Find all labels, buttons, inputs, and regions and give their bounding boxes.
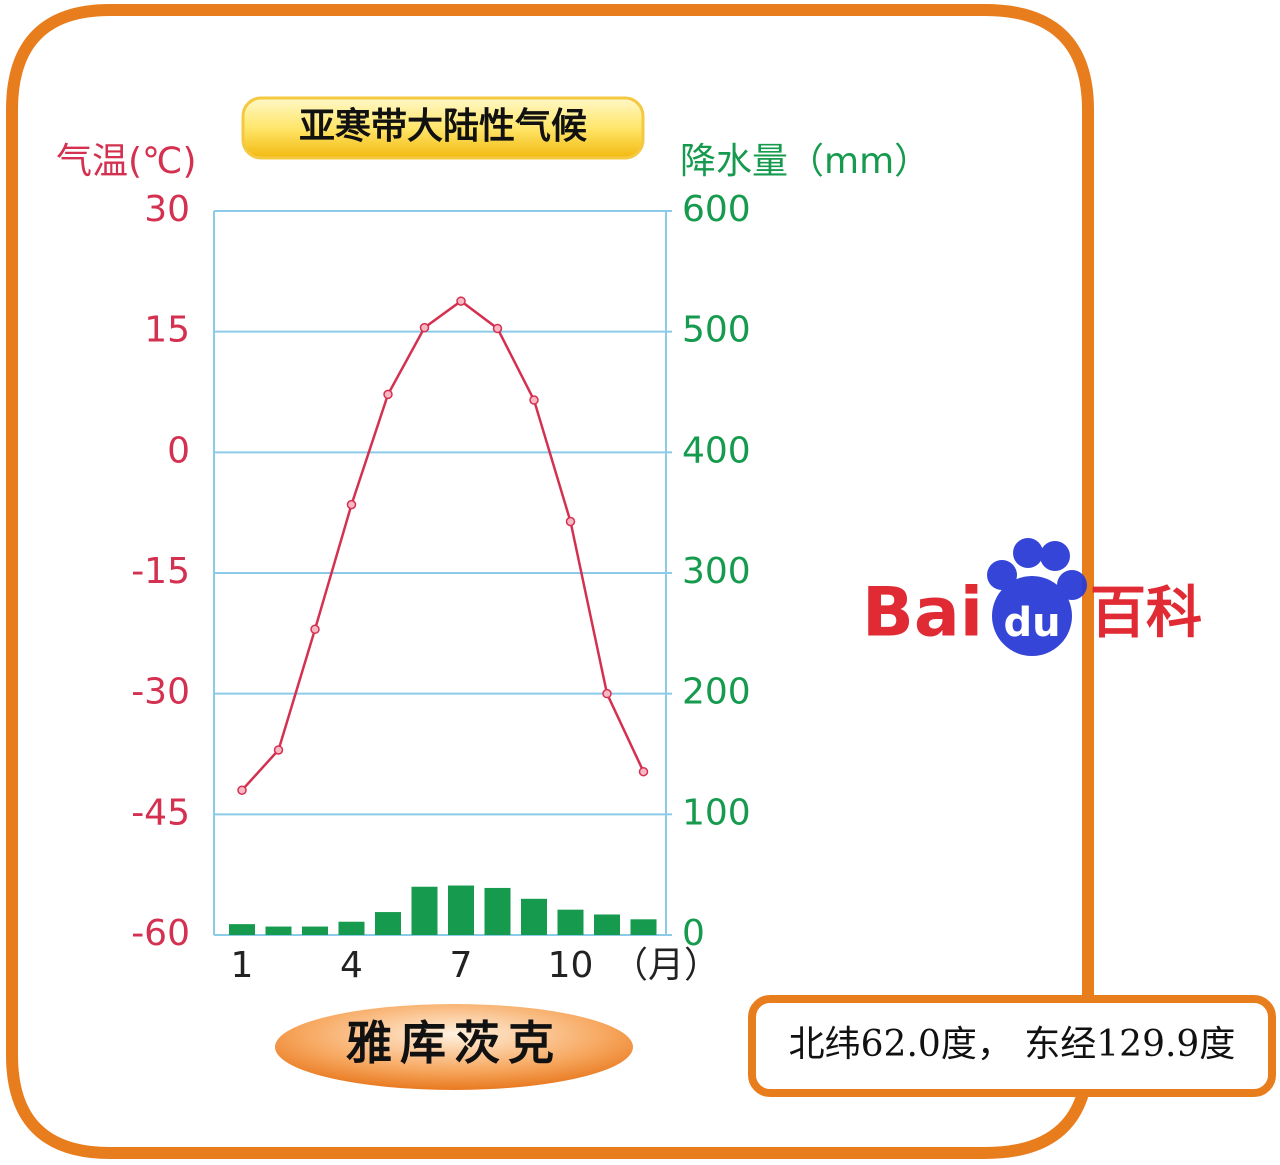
watermark-paw <box>992 576 1072 656</box>
temp-point <box>638 766 649 777</box>
x-tick-label: 7 <box>450 945 473 986</box>
y2-tick-label: 400 <box>682 430 751 471</box>
precip-bar <box>229 924 255 935</box>
precip-bar <box>375 912 401 935</box>
precip-bar <box>630 919 657 935</box>
precip-bar <box>484 887 511 935</box>
y-tick-label: 0 <box>167 430 190 471</box>
temp-point <box>529 395 539 405</box>
y-tick-label: -45 <box>131 792 190 833</box>
y-tick-label: 30 <box>144 189 190 230</box>
location-box <box>748 995 1276 1097</box>
chart-title: 亚寒带大陆性气候 <box>299 105 587 147</box>
station-name: 雅库茨克 <box>346 1016 562 1070</box>
y-axis-label: 气温(℃) <box>56 141 197 182</box>
location-text: 北纬62.0度， 东经129.9度 <box>789 1024 1236 1065</box>
x-axis-unit: （月） <box>612 945 720 986</box>
temp-point <box>310 624 320 635</box>
precip-bar <box>448 885 474 935</box>
y2-tick-label: 200 <box>682 672 751 713</box>
watermark-text: 百科 <box>1090 581 1202 646</box>
title-banner <box>241 96 645 160</box>
precip-bar <box>594 914 620 935</box>
watermark-paw <box>987 560 1017 590</box>
temp-point <box>602 688 612 699</box>
temp-point <box>419 322 430 333</box>
x-tick-label: 10 <box>548 945 594 986</box>
precip-bar <box>338 921 365 935</box>
temp-point <box>565 516 576 527</box>
precip-bar <box>265 926 292 935</box>
temp-point <box>237 785 247 795</box>
precip-bar <box>557 909 584 935</box>
watermark-paw <box>1013 538 1043 568</box>
temp-point <box>273 745 284 755</box>
watermark-paw <box>1057 570 1087 600</box>
precip-bar <box>302 926 328 935</box>
y2-axis-label: 降水量（mm） <box>680 141 930 182</box>
x-tick-label: 4 <box>340 945 363 986</box>
temp-point <box>383 389 393 400</box>
y-tick-label: -30 <box>131 672 190 713</box>
station-oval <box>275 1004 633 1090</box>
precip-bar <box>411 886 438 935</box>
watermark-text: du <box>1003 600 1060 646</box>
precip-bar <box>521 898 547 935</box>
temp-point <box>346 499 357 510</box>
y2-tick-label: 100 <box>682 792 751 833</box>
watermark-paw <box>1040 541 1070 571</box>
y2-tick-label: 500 <box>682 310 751 351</box>
y-tick-label: -60 <box>131 913 190 954</box>
temp-line <box>241 299 645 792</box>
temp-point <box>492 323 503 334</box>
y2-tick-label: 300 <box>682 551 751 592</box>
y2-tick-label: 0 <box>682 913 705 954</box>
frame <box>5 4 1094 1159</box>
watermark: Bai du 百科 <box>862 538 1202 656</box>
y-tick-label: 15 <box>144 310 190 351</box>
watermark-text: Bai <box>862 574 983 653</box>
x-tick-label: 1 <box>231 945 254 986</box>
temp-point <box>456 296 466 306</box>
y-tick-label: -15 <box>131 551 190 592</box>
y2-tick-label: 600 <box>682 189 751 230</box>
